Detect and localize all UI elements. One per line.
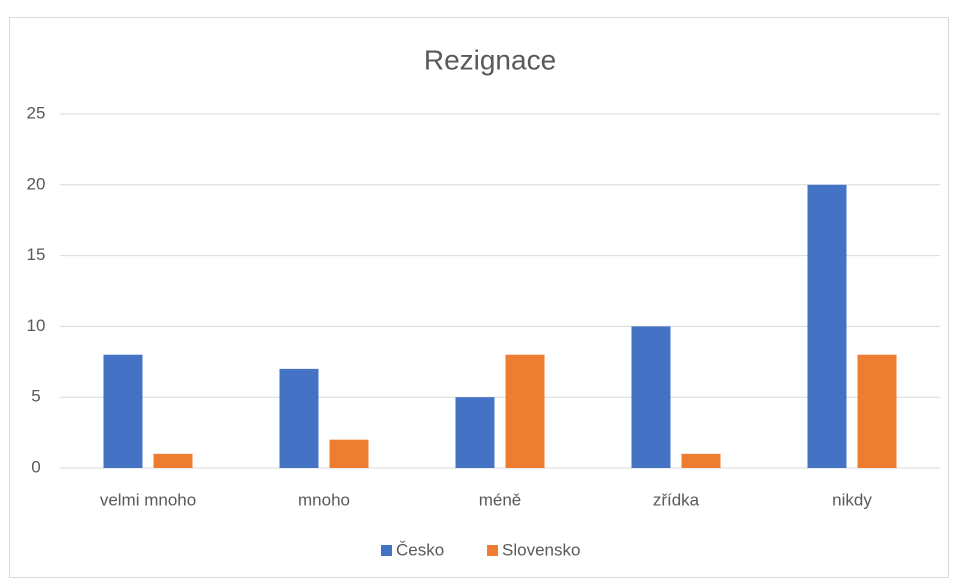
bar [505, 354, 545, 468]
legend-label: Česko [396, 540, 444, 559]
y-tick-label: 25 [27, 103, 46, 122]
x-tick-label: mnoho [298, 490, 350, 509]
x-tick-label: méně [479, 490, 522, 509]
x-tick-label: velmi mnoho [100, 490, 196, 509]
y-tick-label: 15 [27, 245, 46, 264]
bar [455, 397, 495, 468]
bar [631, 326, 671, 468]
y-tick-label: 0 [31, 457, 40, 476]
bar [807, 184, 847, 469]
chart-title: Rezignace [424, 44, 556, 75]
bar [279, 368, 319, 468]
bar [681, 453, 721, 468]
y-tick-label: 10 [27, 316, 46, 335]
y-tick-label: 5 [31, 387, 40, 406]
bar [153, 453, 193, 468]
legend-swatch [487, 545, 498, 556]
bar [329, 439, 369, 468]
bar [857, 354, 897, 468]
x-tick-label: zřídka [653, 490, 700, 509]
bar [103, 354, 143, 468]
chart-border [9, 17, 949, 578]
legend-label: Slovensko [502, 540, 580, 559]
legend-swatch [381, 545, 392, 556]
y-tick-label: 20 [27, 174, 46, 193]
x-tick-label: nikdy [832, 490, 872, 509]
